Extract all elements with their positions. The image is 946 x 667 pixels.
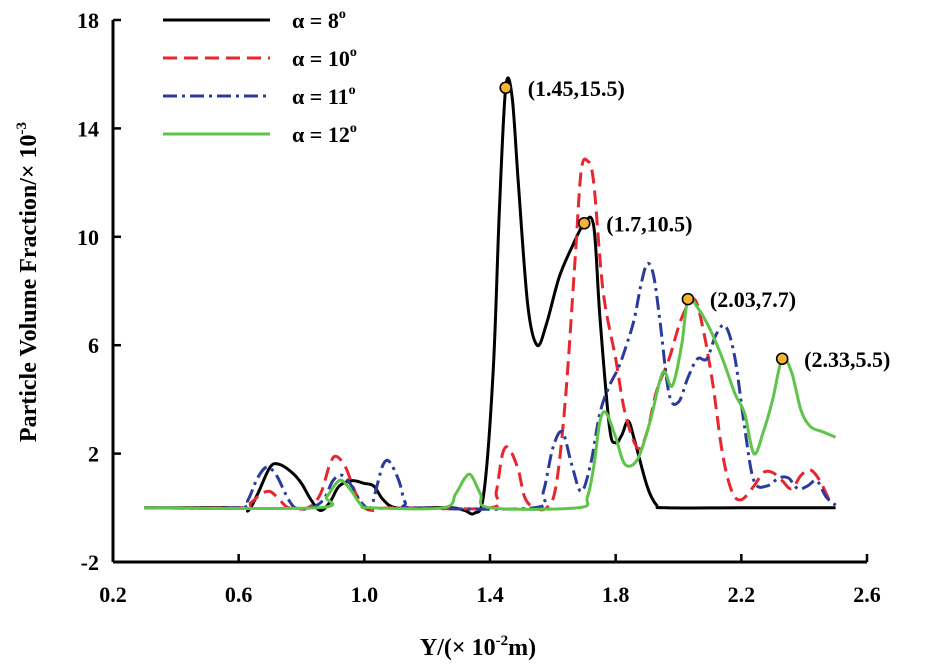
annotation-label-2: (1.7,10.5) xyxy=(606,211,692,236)
axes: -2 2 6 10 14 18 0.2 0.6 1.0 1.4 1.8 2.2 2.6 xyxy=(77,8,881,607)
series-layer xyxy=(144,76,837,516)
annotation-marker-4 xyxy=(775,352,789,366)
x-tick-label: 0.6 xyxy=(225,582,253,607)
x-tick-label: 2.2 xyxy=(728,582,756,607)
y-tick-label: 2 xyxy=(88,442,99,467)
annotation-marker-3 xyxy=(681,292,695,306)
series-line-4 xyxy=(144,295,837,511)
x-tick-label: 1.4 xyxy=(476,582,504,607)
y-tick-label: 14 xyxy=(77,116,99,141)
annotation-markers: (1.45,15.5) (1.7,10.5) (2.03,7.7) (2.33,5.5… xyxy=(499,76,890,372)
y-tick-label: 6 xyxy=(88,333,99,358)
x-tick-label: 1.8 xyxy=(602,582,630,607)
x-tick-label: 2.6 xyxy=(853,582,881,607)
y-axis-title: Particle Volume Fraction/× 10-3 xyxy=(14,122,42,442)
annotation-marker-2 xyxy=(577,216,591,230)
annotation-marker-1 xyxy=(499,81,513,95)
x-tick-label: 1.0 xyxy=(351,582,379,607)
x-tick-label: 0.2 xyxy=(99,582,127,607)
legend-label-2: α = 10o xyxy=(292,45,357,71)
legend: α = 8o α = 10o α = 11o α = 12o xyxy=(163,7,357,147)
x-axis-title: Y/(× 10-2m) xyxy=(420,633,536,661)
annotation-label-4: (2.33,5.5) xyxy=(804,347,890,372)
y-tick-label: 10 xyxy=(77,225,99,250)
legend-label-1: α = 8o xyxy=(292,7,346,33)
legend-label-3: α = 11o xyxy=(292,83,356,109)
annotation-label-3: (2.03,7.7) xyxy=(710,287,796,312)
legend-label-4: α = 12o xyxy=(292,121,357,147)
y-tick-label: 18 xyxy=(77,8,99,33)
series-line-1 xyxy=(144,76,836,516)
series-line-2 xyxy=(144,157,837,513)
annotation-label-1: (1.45,15.5) xyxy=(528,76,625,101)
y-tick-label: -2 xyxy=(81,550,99,575)
